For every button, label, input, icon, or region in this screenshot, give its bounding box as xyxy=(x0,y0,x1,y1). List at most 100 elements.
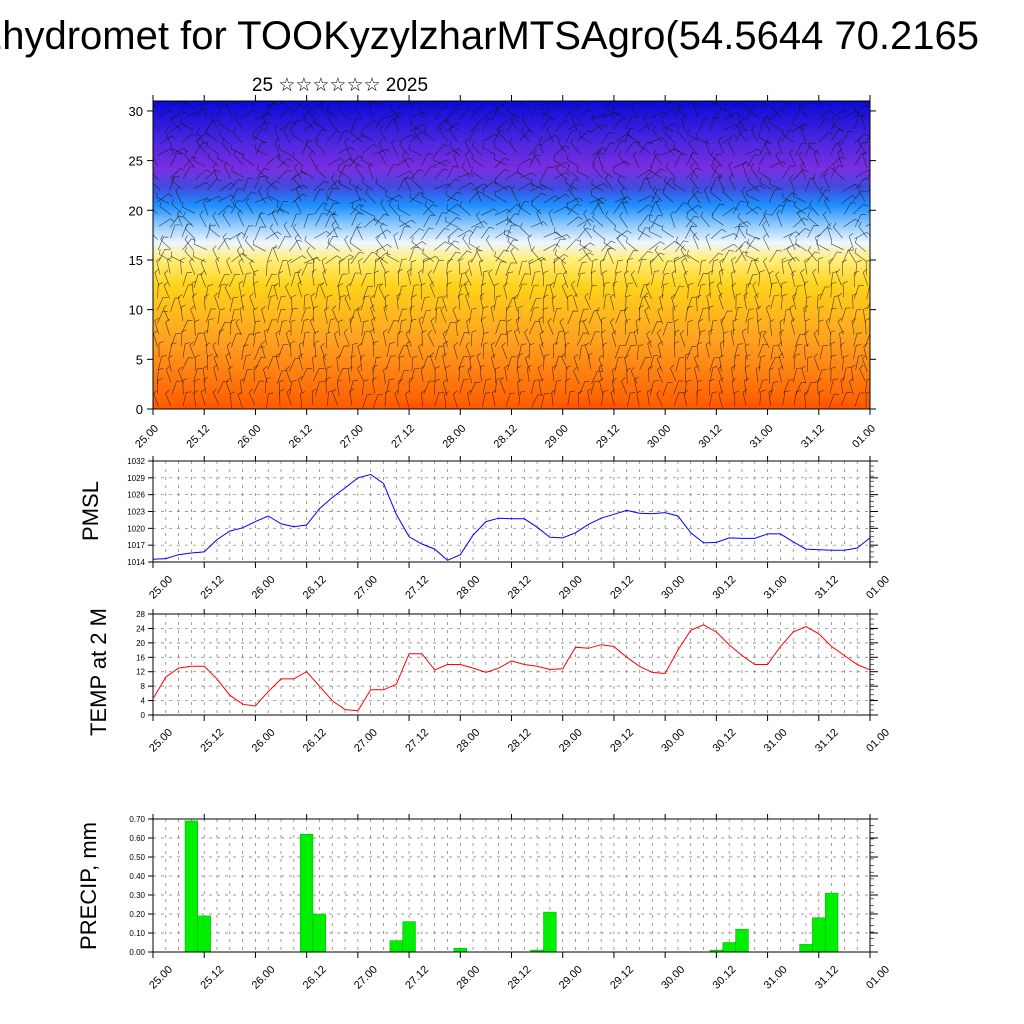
wind-barb xyxy=(697,330,706,346)
wind-barb xyxy=(349,272,361,287)
wind-barb xyxy=(409,111,427,119)
wind-barb xyxy=(610,293,615,311)
wind-barb xyxy=(673,256,679,274)
wind-barb xyxy=(253,331,261,348)
wind-barb xyxy=(795,382,807,396)
wind-barb xyxy=(182,391,192,407)
wind-barb xyxy=(577,166,590,179)
wind-barb xyxy=(710,116,720,131)
wind-barb xyxy=(212,341,219,359)
wind-barb xyxy=(591,114,603,130)
wind-barb xyxy=(482,378,491,394)
wind-barb xyxy=(513,294,518,312)
wind-barb xyxy=(456,172,474,179)
wind-barb xyxy=(230,188,243,202)
wind-barb xyxy=(746,228,760,240)
wind-barb xyxy=(376,235,386,251)
wind-barb xyxy=(790,318,796,335)
wind-barb xyxy=(793,390,802,406)
wind-barb xyxy=(503,229,518,241)
wind-barb xyxy=(670,101,675,107)
wind-barb xyxy=(507,236,519,251)
wind-barb xyxy=(803,280,809,298)
wind-barb xyxy=(754,257,760,275)
wind-barb xyxy=(567,216,583,226)
wind-barb xyxy=(651,270,660,286)
wind-barb xyxy=(516,353,523,370)
wind-barb xyxy=(632,151,640,168)
wind-barb xyxy=(427,270,435,287)
wind-barb xyxy=(343,328,350,346)
wind-barb xyxy=(583,245,592,262)
wind-barb xyxy=(747,184,765,192)
wind-barb xyxy=(373,148,391,155)
warm-cores xyxy=(153,321,870,409)
wind-barb xyxy=(349,237,362,252)
wind-barb xyxy=(625,345,636,359)
wind-barb xyxy=(458,365,465,382)
wind-barb xyxy=(543,243,560,251)
wind-barb xyxy=(159,135,176,144)
wind-barb xyxy=(360,354,365,372)
wind-barb xyxy=(818,305,824,322)
wind-barb xyxy=(254,356,267,370)
wind-barb xyxy=(384,118,398,132)
wind-barb xyxy=(193,378,200,395)
wind-barb xyxy=(446,191,462,202)
wind-barb xyxy=(184,246,195,262)
wind-barb xyxy=(326,188,338,202)
wind-barb xyxy=(687,191,703,203)
wind-barb xyxy=(782,165,796,178)
wind-barb xyxy=(217,101,221,107)
wind-barb xyxy=(350,251,364,264)
wind-barb xyxy=(409,169,425,180)
wind-barb xyxy=(304,235,316,250)
wind-barb xyxy=(294,233,302,251)
wind-barb xyxy=(481,118,494,132)
x-tick-label: 27.12 xyxy=(403,964,431,992)
wind-barb xyxy=(519,130,534,142)
wind-barb xyxy=(267,190,281,203)
wind-barb xyxy=(547,318,554,335)
wind-barb xyxy=(583,318,590,336)
wind-barb xyxy=(757,379,768,394)
wind-barb xyxy=(793,285,803,300)
wind-barb xyxy=(722,124,740,131)
wind-barb xyxy=(409,123,427,132)
x-tick-label: 28.12 xyxy=(506,964,534,992)
wind-barb xyxy=(184,150,194,167)
wind-barb xyxy=(433,155,447,166)
wind-barb xyxy=(475,185,482,203)
wind-barb xyxy=(157,282,163,299)
wind-barb xyxy=(662,178,676,191)
wind-barb xyxy=(543,105,555,119)
x-tick-label: 01.00 xyxy=(864,964,892,992)
wind-barb xyxy=(380,199,389,216)
wind-barb xyxy=(495,120,511,131)
wind-barb xyxy=(292,101,303,107)
precip-bar xyxy=(812,917,826,953)
wind-barb xyxy=(285,330,291,347)
wind-barb xyxy=(686,204,703,214)
wind-barb xyxy=(153,173,159,180)
wind-barb xyxy=(375,178,388,192)
wind-barb xyxy=(780,200,792,215)
wind-barb xyxy=(458,356,469,370)
wind-barb xyxy=(542,134,559,143)
wind-barb xyxy=(399,226,410,241)
wind-barb xyxy=(325,255,342,265)
wind-barb xyxy=(485,235,494,252)
x-tick-label: 26.00 xyxy=(236,423,264,451)
wind-barb xyxy=(655,198,663,216)
y-tick-label: 25 xyxy=(129,154,143,169)
wind-barb xyxy=(326,236,338,250)
y-tick-label: 0.20 xyxy=(129,910,145,919)
wind-barb xyxy=(177,366,184,384)
wind-barb xyxy=(504,364,509,382)
wind-barb xyxy=(758,166,771,180)
wind-barb xyxy=(653,149,663,166)
wind-barb xyxy=(747,274,758,288)
wind-barb xyxy=(360,129,374,142)
